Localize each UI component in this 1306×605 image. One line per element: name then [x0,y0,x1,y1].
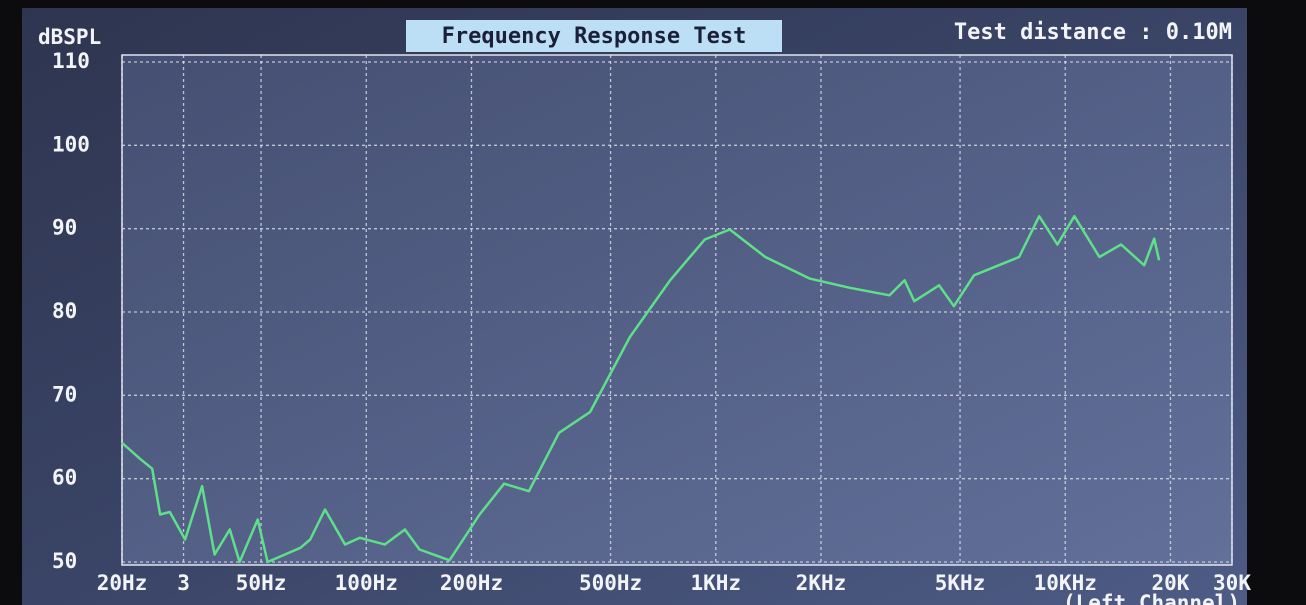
y-tick-label: 60 [52,466,77,490]
y-tick-label: 50 [52,549,77,573]
x-tick-label: 50Hz [236,571,287,595]
y-tick-label: 100 [52,132,90,156]
y-tick-label: 90 [52,216,77,240]
x-tick-label: 200Hz [440,571,503,595]
y-tick-label: 110 [52,49,90,73]
chart: Frequency Response Test Test distance : … [0,0,1306,605]
x-tick-label: 1KHz [690,571,741,595]
x-tick-label: 100Hz [335,571,398,595]
y-axis-label: dBSPL [38,25,101,49]
x-tick-label: 3 [177,571,190,595]
x-tick-label: 20Hz [97,571,148,595]
x-tick-label: 5KHz [935,571,986,595]
x-tick-label: 20K [1151,571,1189,595]
x-tick-label: 30K [1213,571,1251,595]
y-tick-label: 70 [52,382,77,406]
x-tick-label: 2KHz [796,571,847,595]
chart-title: Frequency Response Test [442,24,747,49]
x-tick-label: 500Hz [579,571,642,595]
test-distance: Test distance : 0.10M [954,20,1232,45]
y-tick-label: 80 [52,299,77,323]
x-tick-label: 10KHz [1034,571,1097,595]
